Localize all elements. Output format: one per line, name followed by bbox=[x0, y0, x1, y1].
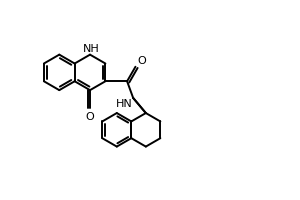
Text: O: O bbox=[137, 56, 146, 66]
Text: NH: NH bbox=[82, 44, 99, 54]
Text: O: O bbox=[85, 112, 94, 122]
Text: HN: HN bbox=[116, 99, 132, 109]
